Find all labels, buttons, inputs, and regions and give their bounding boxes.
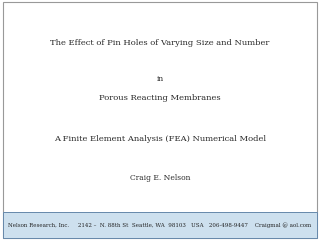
- Text: A Finite Element Analysis (FEA) Numerical Model: A Finite Element Analysis (FEA) Numerica…: [54, 135, 266, 143]
- Text: Nelson Research, Inc.     2142 –  N. 88th St  Seattle, WA  98103   USA   206-498: Nelson Research, Inc. 2142 – N. 88th St …: [8, 222, 312, 228]
- Text: in: in: [156, 75, 164, 83]
- Text: Craig E. Nelson: Craig E. Nelson: [130, 174, 190, 182]
- Bar: [3, 212, 317, 238]
- Text: Porous Reacting Membranes: Porous Reacting Membranes: [99, 94, 221, 102]
- Text: The Effect of Pin Holes of Varying Size and Number: The Effect of Pin Holes of Varying Size …: [50, 39, 270, 47]
